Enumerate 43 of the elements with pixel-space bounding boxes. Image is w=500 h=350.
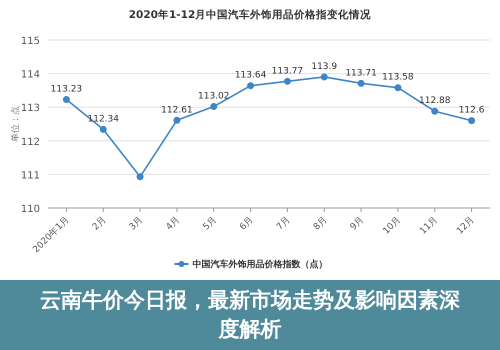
y-tick-label: 112 [20, 136, 40, 148]
x-tick-label: 12月 [455, 215, 477, 237]
data-label: 112.61 [161, 105, 193, 116]
x-tick-label: 4月 [164, 215, 182, 233]
point [173, 116, 180, 124]
y-tick-label: 110 [20, 204, 40, 215]
y-tick-label: 113 [20, 103, 40, 114]
point [210, 103, 218, 110]
x-tick-label: 8月 [312, 215, 330, 233]
x-tick-label: 10月 [382, 215, 404, 237]
point [100, 126, 107, 133]
data-label: 113.58 [382, 72, 414, 83]
x-tick-label: 6月 [238, 215, 256, 233]
y-tick-label: 111 [20, 170, 40, 182]
point [320, 73, 328, 80]
point [358, 80, 365, 87]
text: 云南牛价今日报，最新市场走势及影响因素深度解析 [0, 280, 500, 350]
point [136, 173, 144, 180]
x-tick-label: 2月 [90, 215, 108, 233]
data-label: 113.9 [311, 62, 338, 72]
data-label: 113.23 [50, 84, 82, 94]
x-tick-label: 3月 [128, 215, 146, 233]
data-label: 113.64 [234, 70, 267, 81]
point [431, 108, 438, 115]
data-label: 113.71 [345, 68, 377, 78]
y-tick-label: 114 [20, 70, 40, 81]
data-label: 113.77 [272, 66, 304, 76]
point [284, 78, 291, 85]
data-label: 112.6 [458, 106, 485, 116]
x-tick-label: 9月 [348, 215, 366, 233]
data-label: 113.02 [198, 92, 230, 102]
chart-title: 2020年1-12月中国汽车外饰用品价格指变化情况 [128, 8, 372, 21]
point [468, 117, 476, 124]
legend-label: 中国汽车外饰用品价格指数（点） [192, 259, 328, 270]
data-label: 112.88 [419, 96, 451, 106]
point [394, 84, 402, 92]
y-tick-label: 115 [20, 36, 40, 47]
x-tick-label: 5月 [201, 215, 219, 233]
point [62, 96, 70, 103]
point [247, 82, 254, 90]
x-tick-label: 11月 [418, 215, 440, 237]
y-axis-title: 单位：点 [10, 106, 21, 142]
x-tick-label: 7月 [275, 215, 293, 233]
